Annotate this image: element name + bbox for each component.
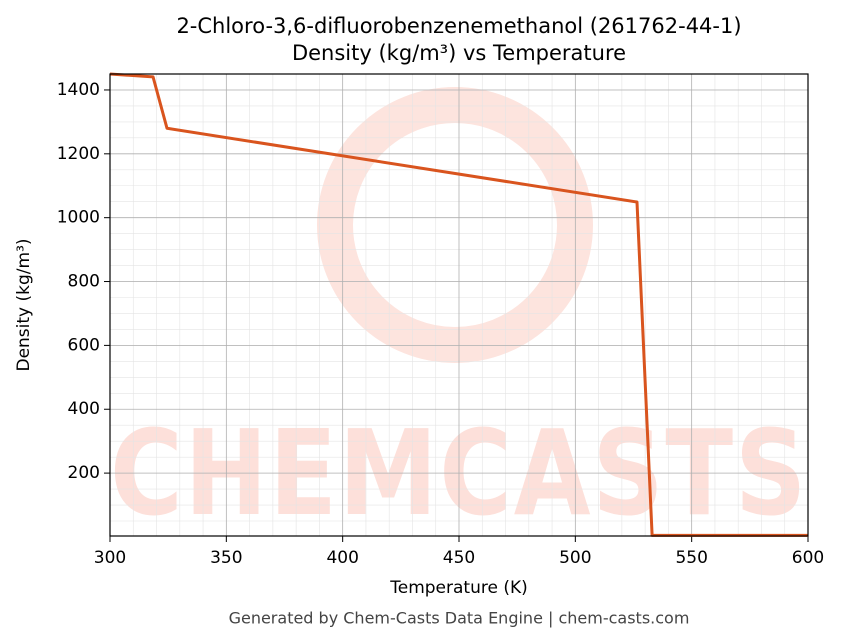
y-tick-label: 400 <box>68 399 100 419</box>
x-tick-label: 350 <box>210 548 242 568</box>
plot-frame <box>109 73 809 537</box>
chart-subtitle: Density (kg/m³) vs Temperature <box>292 41 626 65</box>
y-tick-label: 1400 <box>57 80 100 100</box>
x-tick-label: 400 <box>326 548 358 568</box>
y-axis-label: Density (kg/m³) <box>14 238 34 371</box>
x-tick-label: 500 <box>559 548 591 568</box>
y-tick-label: 200 <box>68 463 100 483</box>
y-tick-label: 800 <box>68 272 100 292</box>
y-tick-label: 1200 <box>57 144 100 164</box>
chart-title: 2-Chloro-3,6-difluorobenzenemethanol (26… <box>176 14 741 38</box>
x-tick-label: 600 <box>792 548 824 568</box>
y-tick-label: 600 <box>68 335 100 355</box>
y-tick-label: 1000 <box>57 208 100 228</box>
watermark-logo <box>317 87 593 363</box>
x-axis-label: Temperature (K) <box>389 578 528 598</box>
x-tick-label: 450 <box>443 548 475 568</box>
x-tick-label: 300 <box>94 548 126 568</box>
footer: Generated by Chem-Casts Data Engine | ch… <box>229 609 690 628</box>
data-line <box>109 72 808 537</box>
x-tick-label: 550 <box>675 548 707 568</box>
